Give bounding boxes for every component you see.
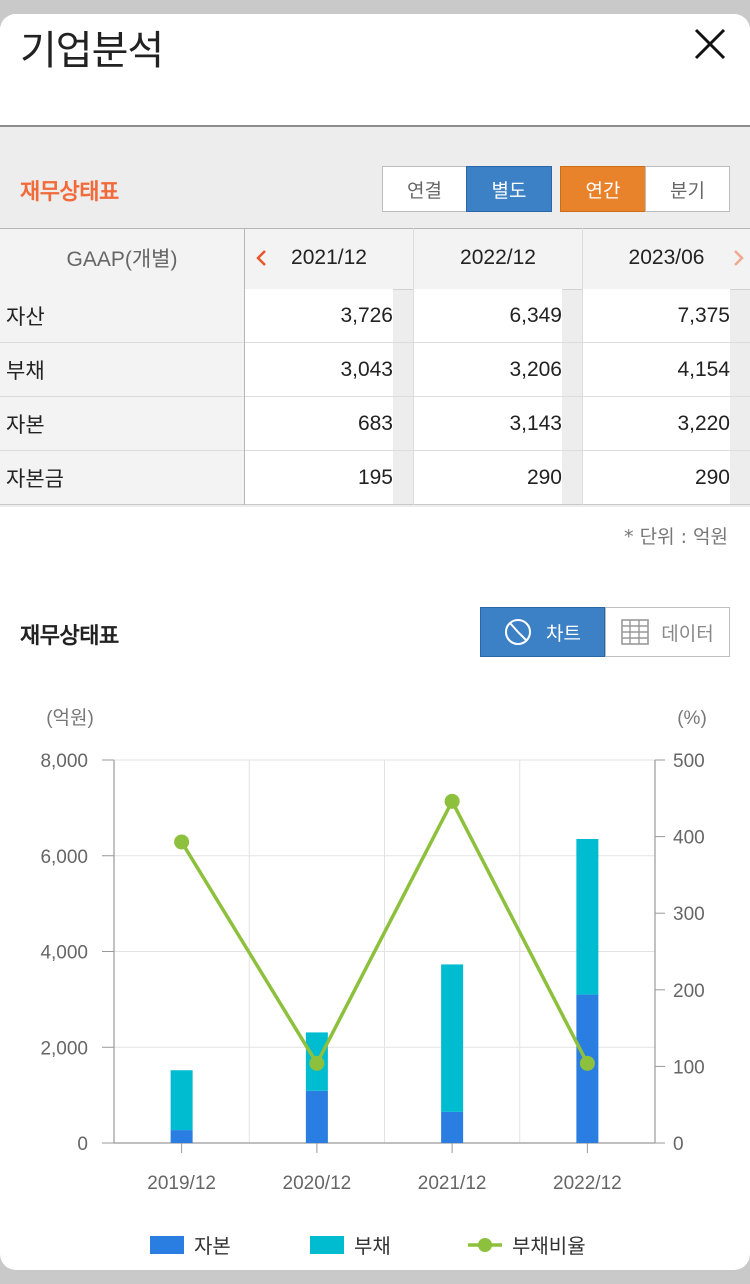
point-debt-ratio: [309, 1055, 325, 1071]
bar-liabilities: [576, 838, 599, 995]
row-divider: [0, 504, 750, 505]
legend-item-equity: 자본: [150, 1230, 231, 1259]
gaap-header: GAAP(개별): [66, 248, 178, 271]
legend-label-liabilities: 부채: [354, 1234, 391, 1258]
x-tick-label: 2022/12: [553, 1173, 622, 1194]
y2-tick-label: 400: [673, 828, 705, 849]
table-cell: 3,206: [414, 343, 562, 397]
prev-period-button[interactable]: [246, 228, 276, 288]
chevron-right-icon: [734, 250, 744, 266]
data-view-tab[interactable]: 데이터: [605, 607, 730, 657]
next-period-button[interactable]: [728, 228, 748, 288]
bar-equity: [170, 1130, 193, 1143]
table-cell: 4,154: [583, 343, 730, 397]
legend-label-equity: 자본: [194, 1234, 231, 1258]
table-cell: 290: [583, 451, 730, 505]
separate-toggle[interactable]: 별도: [466, 166, 552, 212]
y-tick-label: 4,000: [40, 943, 88, 964]
chart-section-title: 재무상태표: [20, 624, 119, 649]
table-cell: 290: [414, 451, 562, 505]
y2-tick-label: 100: [673, 1057, 705, 1078]
modal-sheet: 기업분석 재무상태표 연결 별도 연간 분기 GAAP(개별) 2021/12 …: [0, 14, 750, 1270]
y2-tick-label: 200: [673, 981, 705, 1002]
y2-tick-label: 300: [673, 904, 705, 925]
quarterly-toggle[interactable]: 분기: [645, 166, 730, 212]
legend-item-liabilities: 부채: [310, 1230, 391, 1259]
column-divider: [582, 228, 583, 505]
financial-table: GAAP(개별) 2021/12 2022/12 2023/06 자산 3,72…: [0, 228, 750, 506]
table-cell: 3,043: [245, 343, 393, 397]
table-header: [0, 228, 750, 290]
page-title: 기업분석: [20, 28, 164, 74]
row-label-liabilities: 부채: [0, 343, 244, 397]
chart-legend: 자본 부채 부채비율: [0, 1230, 750, 1266]
table-cell: 3,220: [583, 397, 730, 451]
table-cell: 6,349: [414, 289, 562, 343]
column-divider: [413, 228, 414, 505]
column-divider: [244, 228, 245, 505]
row-label-assets: 자산: [0, 289, 244, 343]
point-debt-ratio: [579, 1055, 595, 1071]
y-tick-label: 8,000: [40, 751, 88, 772]
financial-chart: (억원) (%) 0 2,000 4,000 6,000 8,000 0 100 200 300 40…: [40, 707, 707, 1194]
data-tab-label: 데이터: [661, 622, 714, 645]
table-cell: 7,375: [583, 289, 730, 343]
pie-chart-icon: [505, 619, 532, 645]
legend-item-debt-ratio: 부채비율: [468, 1230, 586, 1259]
legend-swatch-liabilities: [310, 1235, 344, 1254]
row-divider: [0, 450, 750, 451]
x-tick-label: 2021/12: [418, 1173, 487, 1194]
table-cell: 683: [245, 397, 393, 451]
x-tick-label: 2019/12: [147, 1173, 216, 1194]
y2-axis-unit-label: (%): [677, 708, 707, 729]
financial-statement-title: 재무상태표: [20, 180, 119, 205]
row-divider: [0, 396, 750, 397]
x-tick-label: 2020/12: [283, 1173, 352, 1194]
point-debt-ratio: [174, 834, 190, 850]
legend-label-debt-ratio: 부채비율: [512, 1234, 586, 1258]
y-axis-unit-label: (억원): [46, 707, 94, 729]
annual-toggle[interactable]: 연간: [560, 166, 646, 212]
period-header-2: 2022/12: [460, 246, 536, 269]
y-tick-label: 0: [77, 1134, 88, 1155]
grid-table-icon: [621, 619, 650, 645]
legend-point-mark: [478, 1237, 492, 1252]
y2-tick-label: 500: [673, 751, 705, 772]
y-tick-label: 2,000: [40, 1038, 88, 1059]
bar-liabilities: [441, 964, 464, 1112]
row-label-equity: 자본: [0, 397, 244, 451]
chart-tab-label: 차트: [546, 622, 581, 645]
header-divider: [0, 125, 750, 127]
bar-equity: [305, 1090, 328, 1143]
modal-header: 기업분석: [0, 14, 750, 127]
table-cell: 3,143: [414, 397, 562, 451]
consolidated-toggle[interactable]: 연결: [382, 166, 467, 212]
y-tick-label: 6,000: [40, 847, 88, 868]
period-header-3: 2023/06: [628, 246, 705, 269]
bar-liabilities: [170, 1070, 193, 1131]
legend-swatch-debt-ratio: [468, 1237, 502, 1252]
close-icon: [694, 28, 726, 60]
unit-note: * 단위 : 억원: [624, 526, 728, 548]
chevron-left-icon: [256, 250, 266, 266]
legend-swatch-equity: [150, 1235, 184, 1254]
y2-tick-label: 0: [673, 1134, 684, 1155]
row-divider: [0, 342, 750, 343]
period-header-1: 2021/12: [291, 246, 367, 269]
point-debt-ratio: [444, 793, 460, 809]
bar-equity: [441, 1111, 464, 1143]
close-button[interactable]: [688, 22, 732, 66]
table-cell: 195: [245, 451, 393, 505]
table-cell: 3,726: [245, 289, 393, 343]
line-debt-ratio: [180, 797, 589, 1067]
chart-view-tab[interactable]: 차트: [480, 607, 605, 657]
row-label-capital-stock: 자본금: [0, 451, 244, 505]
